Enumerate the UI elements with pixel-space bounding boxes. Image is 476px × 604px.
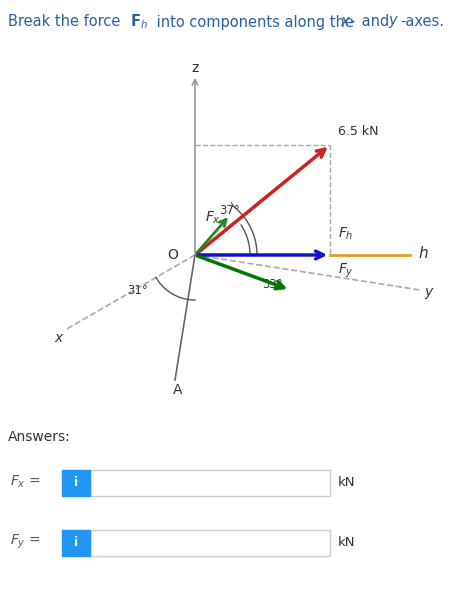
Text: kN: kN — [338, 536, 356, 550]
Text: -axes.: -axes. — [400, 14, 444, 30]
Text: O: O — [167, 248, 178, 262]
Text: $F_h$: $F_h$ — [338, 226, 354, 242]
Text: into components along the: into components along the — [152, 14, 358, 30]
FancyBboxPatch shape — [90, 470, 330, 496]
Text: Break the force: Break the force — [8, 14, 125, 30]
Text: i: i — [74, 536, 78, 550]
Text: $F_x$: $F_x$ — [205, 210, 221, 226]
Text: i: i — [74, 477, 78, 489]
Text: x: x — [54, 331, 62, 345]
Text: 33°: 33° — [262, 278, 282, 292]
Text: kN: kN — [338, 477, 356, 489]
Text: $\mathbf{F}_h$: $\mathbf{F}_h$ — [130, 13, 148, 31]
Text: 31°: 31° — [128, 283, 149, 297]
FancyBboxPatch shape — [90, 530, 330, 556]
Text: 6.5 kN: 6.5 kN — [338, 125, 378, 138]
Text: $F_x$ =: $F_x$ = — [10, 474, 40, 490]
Text: z: z — [191, 61, 198, 75]
Text: $y$: $y$ — [388, 14, 399, 30]
Text: A: A — [173, 383, 183, 397]
Text: $F_y$ =: $F_y$ = — [10, 533, 40, 551]
FancyBboxPatch shape — [62, 470, 90, 496]
Text: Answers:: Answers: — [8, 430, 71, 444]
Text: y: y — [424, 285, 432, 299]
FancyBboxPatch shape — [62, 530, 90, 556]
Text: $F_y$: $F_y$ — [338, 262, 354, 280]
Text: h: h — [418, 245, 427, 260]
Text: 37°: 37° — [219, 204, 240, 216]
Text: and: and — [357, 14, 394, 30]
Text: $x$-: $x$- — [340, 14, 356, 30]
